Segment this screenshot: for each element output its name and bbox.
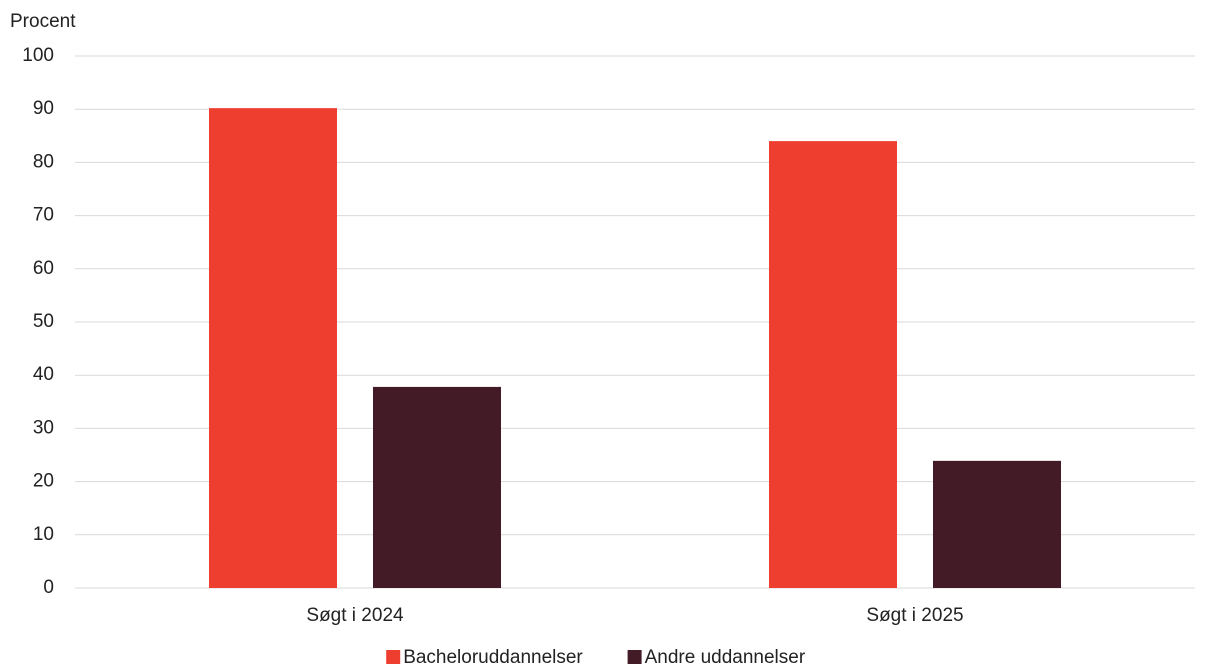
y-tick-label: 80 — [33, 151, 54, 172]
bar — [769, 141, 897, 588]
legend-swatch — [627, 650, 642, 664]
y-tick-label: 70 — [33, 205, 54, 226]
y-tick-label: 30 — [33, 417, 54, 438]
legend-label: Bacheloruddannelser — [403, 647, 583, 668]
legend-label: Andre uddannelser — [645, 647, 806, 668]
y-tick-label: 0 — [43, 577, 54, 598]
x-tick-label: Søgt i 2025 — [866, 605, 963, 626]
bar — [209, 108, 337, 589]
y-tick-label: 20 — [33, 471, 54, 492]
x-tick-label: Søgt i 2024 — [306, 605, 404, 626]
y-tick-label: 10 — [33, 524, 54, 545]
bar — [373, 386, 501, 588]
y-tick-label: 100 — [22, 45, 54, 66]
y-axis-label: Procent — [10, 11, 76, 32]
bar — [933, 460, 1061, 588]
y-tick-label: 60 — [33, 258, 54, 279]
y-tick-label: 40 — [33, 364, 54, 385]
legend-swatch — [386, 650, 401, 664]
y-tick-label: 50 — [33, 311, 54, 332]
y-tick-label: 90 — [33, 98, 54, 119]
